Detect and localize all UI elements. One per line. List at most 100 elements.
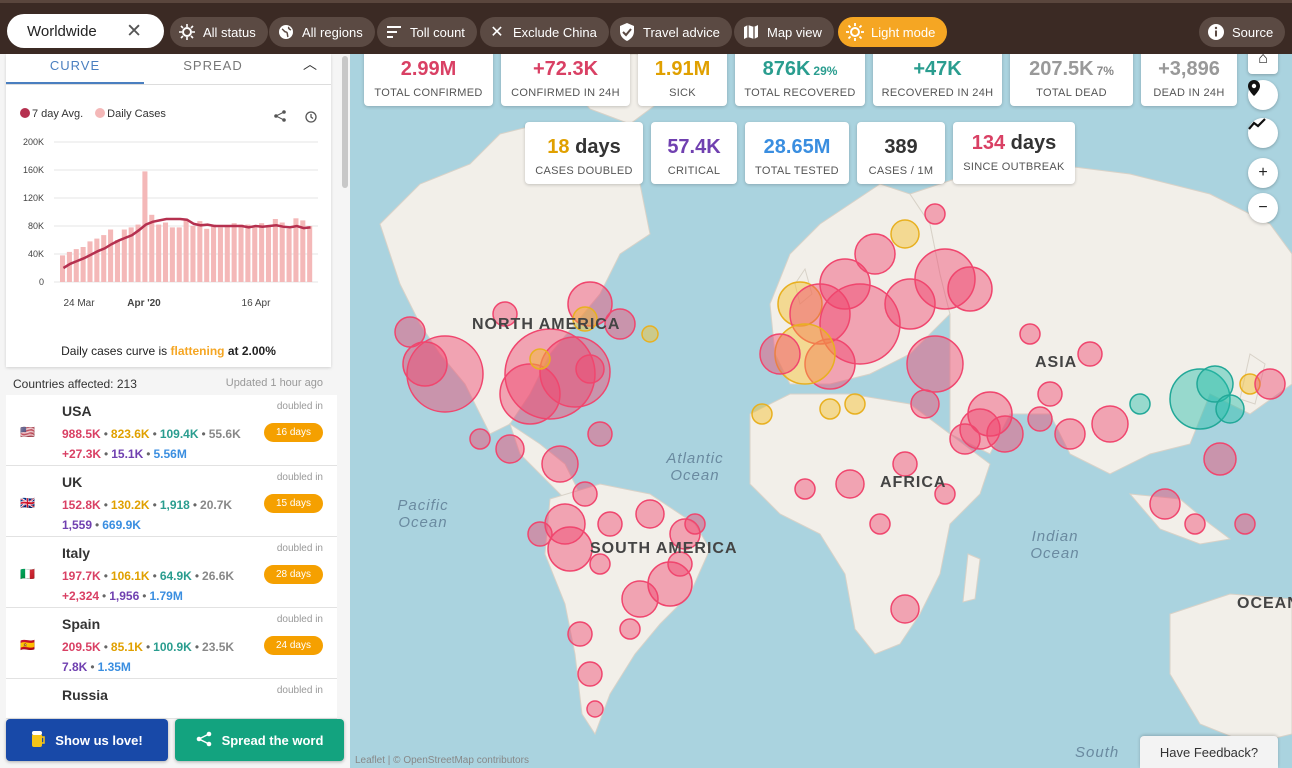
case-bubble[interactable]	[906, 335, 964, 393]
case-bubble[interactable]	[835, 469, 865, 499]
country-row[interactable]: 🇮🇹 Italy 197.7K • 106.1K • 64.9K • 26.6K +2,324…	[6, 537, 337, 608]
case-bubble[interactable]	[949, 423, 981, 455]
country-row[interactable]: 🇺🇸 USA 988.5K • 823.6K • 109.4K • 55.6K +27.3K •…	[6, 395, 337, 466]
spread-word-button[interactable]: Spread the word	[175, 719, 344, 761]
exclude-china-chip[interactable]: ✕ Exclude China	[480, 17, 609, 47]
case-bubble[interactable]	[934, 483, 956, 505]
case-bubble[interactable]	[394, 316, 426, 348]
case-bubble[interactable]	[890, 594, 920, 624]
case-bubble[interactable]	[777, 281, 823, 327]
case-bubble[interactable]	[547, 526, 593, 572]
case-bubble[interactable]	[884, 278, 936, 330]
case-bubble[interactable]	[1019, 323, 1041, 345]
case-bubble[interactable]	[1234, 513, 1256, 535]
case-bubble[interactable]	[586, 700, 604, 718]
case-bubble[interactable]	[804, 338, 856, 390]
case-bubble[interactable]	[572, 306, 598, 332]
light-mode-chip[interactable]: Light mode	[838, 17, 948, 47]
case-bubble[interactable]	[495, 434, 525, 464]
doubled-days-badge[interactable]: 28 days	[263, 565, 323, 584]
case-bubble[interactable]	[1054, 418, 1086, 450]
stat-recovered-24h[interactable]: +47K RECOVERED IN 24H	[873, 44, 1002, 106]
case-bubble[interactable]	[529, 348, 551, 370]
tab-spread[interactable]: SPREAD	[183, 58, 243, 73]
case-bubble[interactable]	[967, 391, 1013, 437]
case-bubble[interactable]	[499, 363, 561, 425]
case-bubble[interactable]	[1077, 341, 1103, 367]
case-bubble[interactable]	[604, 308, 636, 340]
history-icon[interactable]	[304, 110, 317, 126]
stat-critical[interactable]: 57.4K CRITICAL	[651, 122, 737, 184]
country-row[interactable]: 🇬🇧 UK 152.8K • 130.2K • 1,918 • 20.7K 1,559 • 669…	[6, 466, 337, 537]
map-attribution[interactable]: Leaflet | © OpenStreetMap contributors	[355, 755, 529, 766]
case-bubble[interactable]	[959, 408, 1001, 450]
case-bubble[interactable]	[1184, 513, 1206, 535]
case-bubble[interactable]	[986, 415, 1024, 453]
case-bubble[interactable]	[1196, 365, 1234, 403]
legend-daily[interactable]: Daily Cases	[95, 108, 166, 120]
zoom-in-icon[interactable]: +	[1248, 158, 1278, 188]
doubled-days-badge[interactable]: 15 days	[263, 494, 323, 513]
case-bubble[interactable]	[597, 511, 623, 537]
case-bubble[interactable]	[647, 561, 693, 607]
show-love-button[interactable]: Show us love!	[6, 719, 168, 761]
case-bubble[interactable]	[759, 333, 801, 375]
case-bubble[interactable]	[492, 301, 518, 327]
case-bubble[interactable]	[854, 233, 896, 275]
stat-cases-per-million[interactable]: 389 CASES / 1M	[857, 122, 945, 184]
stat-sick[interactable]: 1.91M SICK	[638, 44, 727, 106]
doubled-days-badge[interactable]: 16 days	[263, 423, 323, 442]
stat-confirmed-24h[interactable]: +72.3K CONFIRMED IN 24H	[501, 44, 630, 106]
clear-search-icon[interactable]: ✕	[126, 21, 142, 42]
case-bubble[interactable]	[504, 328, 596, 420]
doubled-days-badge[interactable]: 24 days	[263, 636, 323, 655]
stat-dead-24h[interactable]: +3,896 DEAD IN 24H	[1141, 44, 1237, 106]
case-bubble[interactable]	[572, 481, 598, 507]
case-bubble[interactable]	[567, 281, 613, 327]
home-icon[interactable]: ⌂	[1248, 54, 1278, 74]
case-bubble[interactable]	[869, 513, 891, 535]
case-bubble[interactable]	[1169, 368, 1231, 430]
case-bubble[interactable]	[1129, 393, 1151, 415]
case-bubble[interactable]	[924, 203, 946, 225]
case-bubble[interactable]	[774, 323, 836, 385]
case-bubble[interactable]	[1037, 381, 1063, 407]
filter-regions-chip[interactable]: All regions	[269, 17, 375, 47]
zoom-out-icon[interactable]: −	[1248, 193, 1278, 223]
country-row[interactable]: Russia doubled in	[6, 679, 337, 719]
search-value[interactable]: Worldwide	[27, 22, 97, 40]
map-view-chip[interactable]: Map view	[734, 17, 834, 47]
case-bubble[interactable]	[567, 621, 593, 647]
case-bubble[interactable]	[684, 513, 706, 535]
collapse-chevron-icon[interactable]: ︿	[303, 56, 317, 72]
case-bubble[interactable]	[669, 518, 701, 550]
case-bubble[interactable]	[819, 283, 901, 365]
toll-count-chip[interactable]: Toll count	[377, 17, 477, 47]
trend-icon[interactable]	[1248, 118, 1278, 148]
filter-status-chip[interactable]: All status	[170, 17, 268, 47]
stat-cases-doubled[interactable]: 18 days CASES DOUBLED	[525, 122, 643, 184]
case-bubble[interactable]	[1215, 394, 1245, 424]
case-bubble[interactable]	[635, 499, 665, 529]
case-bubble[interactable]	[892, 451, 918, 477]
case-bubble[interactable]	[541, 445, 579, 483]
case-bubble[interactable]	[587, 421, 613, 447]
stat-since-outbreak[interactable]: 134 days SINCE OUTBREAK	[953, 122, 1075, 184]
case-bubble[interactable]	[577, 661, 603, 687]
case-bubble[interactable]	[667, 551, 693, 577]
case-bubble[interactable]	[621, 580, 659, 618]
tab-curve[interactable]: CURVE	[6, 54, 144, 84]
case-bubble[interactable]	[619, 618, 641, 640]
case-bubble[interactable]	[910, 389, 940, 419]
case-bubble[interactable]	[589, 553, 611, 575]
feedback-button[interactable]: Have Feedback?	[1140, 736, 1278, 768]
case-bubble[interactable]	[641, 325, 659, 343]
stat-total-recovered[interactable]: 876K 29% TOTAL RECOVERED	[735, 44, 865, 106]
case-bubble[interactable]	[844, 393, 866, 415]
case-bubble[interactable]	[1239, 373, 1261, 395]
case-bubble[interactable]	[469, 428, 491, 450]
daily-cases-chart[interactable]: 0 40K 80K 120K 160K 200K 24 Mar Apr '20 16 Apr	[6, 134, 331, 334]
case-bubble[interactable]	[794, 478, 816, 500]
country-row[interactable]: 🇪🇸 Spain 209.5K • 85.1K • 100.9K • 23.5K 7.8K • 1…	[6, 608, 337, 679]
stat-total-confirmed[interactable]: 2.99M TOTAL CONFIRMED	[364, 44, 493, 106]
